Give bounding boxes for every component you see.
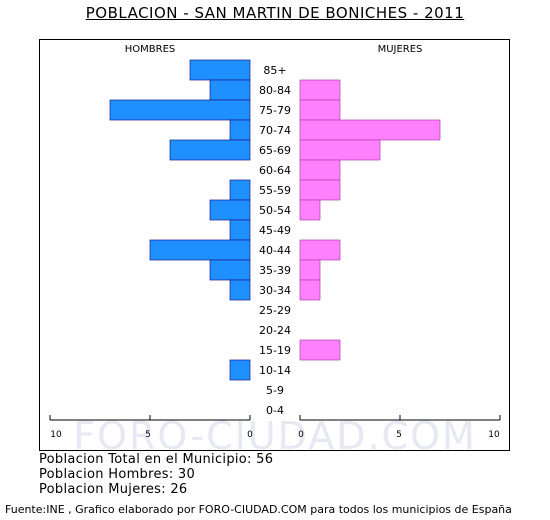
bar-hombres-10-14 xyxy=(229,359,251,381)
age-label-75-79: 75-79 xyxy=(259,104,291,117)
bar-mujeres-30-34 xyxy=(299,279,321,301)
age-label-70-74: 70-74 xyxy=(259,124,291,137)
bar-hombres-85+ xyxy=(189,59,251,81)
age-label-85+: 85+ xyxy=(263,64,286,77)
age-label-20-24: 20-24 xyxy=(259,324,291,337)
bar-hombres-70-74 xyxy=(229,119,251,141)
bar-hombres-30-34 xyxy=(229,279,251,301)
age-label-55-59: 55-59 xyxy=(259,184,291,197)
total-population: Poblacion Total en el Municipio: 56 xyxy=(39,452,274,467)
tick-label-5: 10 xyxy=(488,430,500,440)
age-label-65-69: 65-69 xyxy=(259,144,291,157)
bar-mujeres-75-79 xyxy=(299,99,341,121)
source-footer: Fuente:INE , Grafico elaborado por FORO-… xyxy=(5,503,512,516)
male-population: Poblacion Hombres: 30 xyxy=(39,467,196,482)
bar-mujeres-80-84 xyxy=(299,79,341,101)
bar-hombres-50-54 xyxy=(209,199,251,221)
age-label-60-64: 60-64 xyxy=(259,164,291,177)
tick-label-4: 5 xyxy=(396,430,402,440)
age-label-40-44: 40-44 xyxy=(259,244,291,257)
legend-mujeres: MUJERES xyxy=(378,44,423,55)
age-label-30-34: 30-34 xyxy=(259,284,291,297)
age-label-35-39: 35-39 xyxy=(259,264,291,277)
age-label-5-9: 5-9 xyxy=(266,384,284,397)
age-label-45-49: 45-49 xyxy=(259,224,291,237)
bar-hombres-75-79 xyxy=(109,99,251,121)
female-population: Poblacion Mujeres: 26 xyxy=(39,482,188,497)
tick-label-0: 10 xyxy=(50,430,62,440)
bar-mujeres-70-74 xyxy=(299,119,441,141)
bar-mujeres-40-44 xyxy=(299,239,341,261)
age-label-50-54: 50-54 xyxy=(259,204,291,217)
bar-hombres-45-49 xyxy=(229,219,251,241)
bar-mujeres-15-19 xyxy=(299,339,341,361)
age-label-15-19: 15-19 xyxy=(259,344,291,357)
age-label-10-14: 10-14 xyxy=(259,364,291,377)
age-label-25-29: 25-29 xyxy=(259,304,291,317)
legend-hombres: HOMBRES xyxy=(125,44,176,55)
watermark: FORO-CIUDAD.COM xyxy=(73,414,477,458)
bar-hombres-55-59 xyxy=(229,179,251,201)
bar-hombres-80-84 xyxy=(209,79,251,101)
bar-mujeres-50-54 xyxy=(299,199,321,221)
age-label-80-84: 80-84 xyxy=(259,84,291,97)
tick-label-2: 0 xyxy=(247,430,253,440)
bar-mujeres-60-64 xyxy=(299,159,341,181)
tick-label-3: 0 xyxy=(298,430,304,440)
bar-mujeres-65-69 xyxy=(299,139,381,161)
bar-mujeres-55-59 xyxy=(299,179,341,201)
bar-mujeres-35-39 xyxy=(299,259,321,281)
age-label-0-4: 0-4 xyxy=(266,404,284,417)
bar-hombres-35-39 xyxy=(209,259,251,281)
bar-hombres-40-44 xyxy=(149,239,251,261)
tick-label-1: 5 xyxy=(145,430,151,440)
bar-hombres-65-69 xyxy=(169,139,251,161)
chart-title: POBLACION - SAN MARTIN DE BONICHES - 201… xyxy=(85,4,465,22)
